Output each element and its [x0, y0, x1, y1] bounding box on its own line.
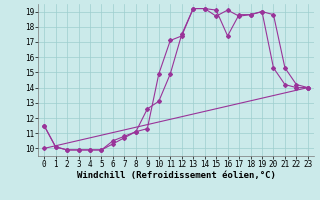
X-axis label: Windchill (Refroidissement éolien,°C): Windchill (Refroidissement éolien,°C)	[76, 171, 276, 180]
